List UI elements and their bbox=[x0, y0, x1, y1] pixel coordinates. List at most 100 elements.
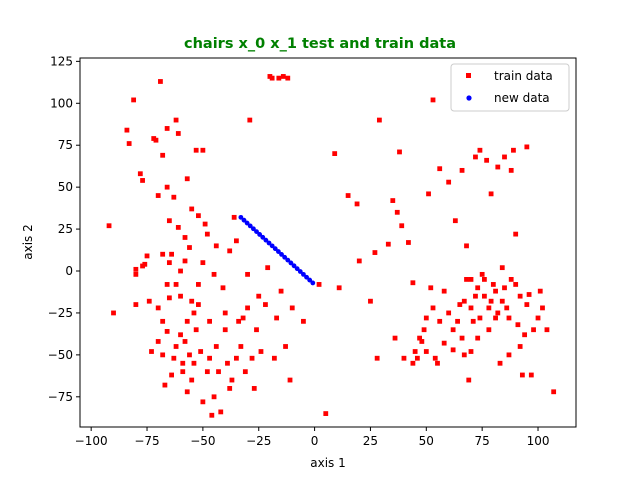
data-point bbox=[432, 355, 438, 361]
data-point bbox=[231, 214, 237, 220]
data-point bbox=[241, 217, 247, 223]
data-point bbox=[184, 389, 190, 395]
data-point bbox=[162, 382, 168, 388]
data-point bbox=[229, 377, 235, 383]
data-point bbox=[394, 209, 400, 215]
data-point bbox=[506, 315, 512, 321]
data-point bbox=[142, 261, 148, 267]
data-point bbox=[417, 335, 422, 341]
data-point bbox=[473, 293, 478, 299]
points-layer bbox=[106, 74, 557, 418]
data-point bbox=[374, 355, 380, 361]
data-point bbox=[294, 266, 300, 272]
data-point bbox=[164, 184, 170, 190]
y-tick-label: 0 bbox=[65, 264, 73, 278]
data-point bbox=[126, 141, 132, 146]
data-point bbox=[249, 355, 255, 361]
data-point bbox=[166, 260, 172, 266]
data-point bbox=[517, 293, 523, 299]
data-point bbox=[184, 176, 190, 182]
data-point bbox=[468, 277, 474, 282]
legend-marker-new bbox=[466, 95, 472, 101]
data-point bbox=[274, 315, 280, 321]
data-point bbox=[173, 117, 179, 123]
data-point bbox=[511, 147, 516, 153]
data-point bbox=[419, 339, 425, 344]
data-point bbox=[106, 223, 112, 229]
data-point bbox=[218, 409, 224, 415]
data-point bbox=[146, 298, 152, 304]
y-axis: −75 −50 −25 0 25 50 75 100 125 bbox=[48, 54, 80, 404]
data-point bbox=[137, 171, 143, 177]
data-point bbox=[493, 288, 498, 294]
data-point bbox=[160, 152, 166, 158]
data-point bbox=[257, 232, 263, 237]
data-point bbox=[493, 315, 498, 321]
data-point bbox=[291, 263, 297, 269]
data-point bbox=[428, 285, 434, 291]
data-point bbox=[200, 147, 206, 153]
data-point bbox=[531, 327, 536, 333]
data-point bbox=[213, 344, 219, 349]
data-point bbox=[187, 352, 192, 358]
data-point bbox=[482, 277, 487, 282]
y-tick-label: −75 bbox=[48, 390, 73, 404]
data-point bbox=[202, 221, 208, 227]
data-point bbox=[473, 154, 478, 160]
data-point bbox=[455, 318, 460, 324]
data-point bbox=[304, 274, 309, 280]
data-point bbox=[211, 271, 217, 277]
data-point bbox=[390, 198, 396, 203]
data-point bbox=[209, 412, 215, 418]
data-point bbox=[160, 251, 166, 257]
data-point bbox=[468, 349, 474, 354]
series-new-data bbox=[238, 214, 316, 286]
data-point bbox=[468, 305, 474, 311]
data-point bbox=[354, 201, 360, 207]
data-point bbox=[466, 377, 472, 383]
data-point bbox=[544, 327, 550, 333]
data-point bbox=[254, 327, 259, 333]
data-point bbox=[260, 234, 266, 240]
data-point bbox=[497, 360, 503, 366]
data-point bbox=[441, 288, 447, 294]
data-point bbox=[522, 332, 528, 338]
data-point bbox=[279, 252, 284, 257]
data-point bbox=[196, 213, 201, 219]
data-point bbox=[421, 327, 427, 333]
data-point bbox=[213, 243, 219, 249]
data-point bbox=[372, 250, 378, 255]
data-point bbox=[227, 248, 233, 254]
data-point bbox=[204, 369, 210, 375]
x-tick-label: −75 bbox=[134, 434, 159, 448]
y-tick-label: 100 bbox=[50, 96, 73, 110]
data-point bbox=[266, 240, 272, 246]
data-point bbox=[276, 75, 282, 81]
series-train-data bbox=[106, 74, 557, 418]
data-point bbox=[289, 305, 295, 311]
data-point bbox=[227, 386, 233, 391]
data-point bbox=[508, 277, 514, 282]
x-tick-label: 50 bbox=[419, 434, 434, 448]
x-tick-label: −50 bbox=[190, 434, 215, 448]
data-point bbox=[459, 167, 465, 173]
data-point bbox=[513, 282, 519, 287]
data-point bbox=[175, 131, 181, 136]
data-point bbox=[446, 310, 452, 316]
x-tick-label: 100 bbox=[527, 434, 550, 448]
data-point bbox=[475, 285, 481, 291]
data-point bbox=[220, 285, 226, 291]
data-point bbox=[178, 332, 183, 338]
plot-frame bbox=[79, 57, 577, 428]
data-point bbox=[140, 178, 145, 183]
data-point bbox=[263, 237, 269, 243]
data-point bbox=[263, 302, 268, 307]
data-point bbox=[191, 360, 197, 366]
data-point bbox=[316, 282, 322, 287]
plot-area bbox=[80, 58, 576, 427]
data-point bbox=[238, 344, 244, 349]
data-point bbox=[276, 249, 281, 254]
data-point bbox=[535, 315, 541, 321]
data-point bbox=[164, 126, 170, 131]
x-tick-label: 75 bbox=[475, 434, 490, 448]
